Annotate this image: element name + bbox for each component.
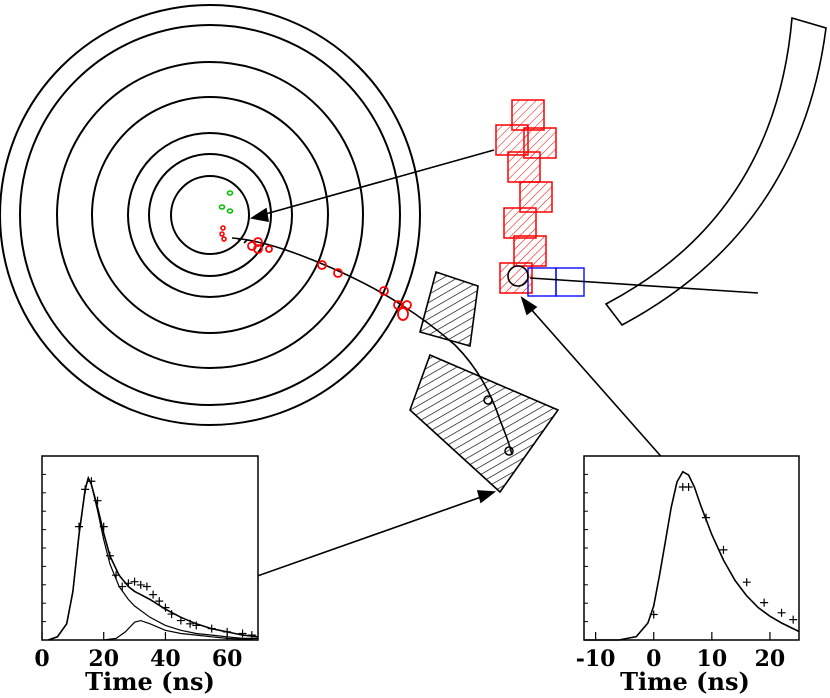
arrow-line (261, 149, 495, 216)
x-axis-title: Time (ns) (85, 667, 215, 696)
data-point (186, 619, 195, 628)
hit-marker (483, 395, 493, 405)
preshower-cell (495, 124, 529, 156)
series-line (584, 470, 800, 641)
tracker-ring (19, 24, 401, 406)
hit-marker (226, 208, 234, 214)
data-point (238, 629, 247, 638)
hit-marker (253, 237, 263, 247)
plot-frame (41, 455, 259, 641)
data-point (155, 597, 164, 606)
data-point (93, 496, 102, 505)
data-point (81, 485, 90, 494)
data-point (702, 513, 711, 522)
preshower-cell (507, 151, 541, 183)
data-point (207, 624, 216, 633)
track-hits (247, 237, 412, 321)
tracker-ring (91, 96, 329, 334)
hit-marker (333, 268, 343, 278)
data-point (167, 610, 176, 619)
hadron-calorimeter-module (409, 353, 560, 494)
x-tick-label: 20 (755, 646, 786, 672)
tracker-ring (170, 175, 250, 255)
hit-marker (253, 244, 263, 254)
pulse-shape-plot-left: 0 20 40 60 Time (ns) (34, 455, 259, 696)
outer-arc-detector (604, 16, 827, 327)
tracker-rings (0, 4, 421, 426)
data-point (742, 578, 751, 587)
hit-marker (220, 225, 226, 231)
hit-marker (317, 260, 327, 270)
x-tick-label: 20 (88, 646, 119, 672)
preshower-cell (513, 235, 547, 267)
data-point (777, 608, 786, 617)
hit-marker (507, 265, 529, 287)
data-point (118, 582, 127, 591)
data-point (142, 582, 151, 591)
data-point (99, 522, 108, 531)
data-point (719, 545, 728, 554)
x-tick-label: 10 (697, 646, 728, 672)
calorimeter-block (409, 353, 560, 494)
x-tick-label: 60 (212, 646, 243, 672)
data-point (684, 483, 693, 491)
hit-marker (379, 286, 389, 296)
tracker-ring (0, 4, 421, 426)
x-axis-title: Time (ns) (620, 667, 750, 696)
preshower-cell (519, 181, 553, 213)
data-point (161, 603, 170, 612)
tracker-ring (148, 153, 272, 277)
data-point (87, 477, 96, 486)
data-point (136, 580, 145, 589)
pulse-shape-plot-right: -10 0 10 20 Time (ns) (576, 455, 800, 696)
plot-frame (583, 455, 800, 641)
hit-marker (393, 300, 403, 310)
annotation-arrows (177, 149, 759, 605)
arrow-head (476, 490, 497, 504)
data-point (192, 621, 201, 630)
blue-cells (527, 267, 585, 297)
calorimeter-block (419, 270, 479, 348)
hit-marker (218, 204, 226, 210)
data-point (124, 579, 133, 588)
data-point (149, 590, 158, 599)
x-tick-label: 40 (150, 646, 181, 672)
hit-marker (219, 231, 225, 237)
data-point (760, 598, 769, 607)
arrow-head (249, 207, 269, 222)
arrow-line (529, 277, 759, 294)
plot-marks: 0 20 40 60 (34, 473, 259, 672)
hit-marker (226, 190, 234, 196)
data-point (130, 577, 139, 586)
preshower-column (495, 99, 557, 294)
x-tick-label: 0 (34, 646, 49, 672)
hit-marker (265, 245, 273, 253)
hit-marker (221, 236, 227, 242)
data-point (105, 551, 114, 560)
data-point (112, 571, 121, 580)
hit-marker (504, 446, 514, 456)
vertex-hits-green (218, 190, 234, 214)
tracker-ring (56, 61, 364, 369)
preshower-cell (503, 207, 537, 239)
arrow-line (529, 307, 667, 463)
data-point (75, 522, 84, 531)
data-point (247, 631, 256, 640)
series-line (103, 619, 259, 641)
plot-marks: -10 0 10 20 (576, 470, 800, 672)
data-point (649, 610, 658, 619)
data-point (789, 615, 798, 624)
data-point (176, 616, 185, 625)
hit-marker (397, 307, 409, 321)
x-tick-label: 0 (646, 646, 661, 672)
x-tick-label: -10 (576, 646, 616, 672)
preshower-cell (499, 262, 533, 294)
arrow-head (520, 296, 538, 316)
em-calorimeter-module (419, 270, 479, 348)
tracker-ring (127, 132, 293, 298)
